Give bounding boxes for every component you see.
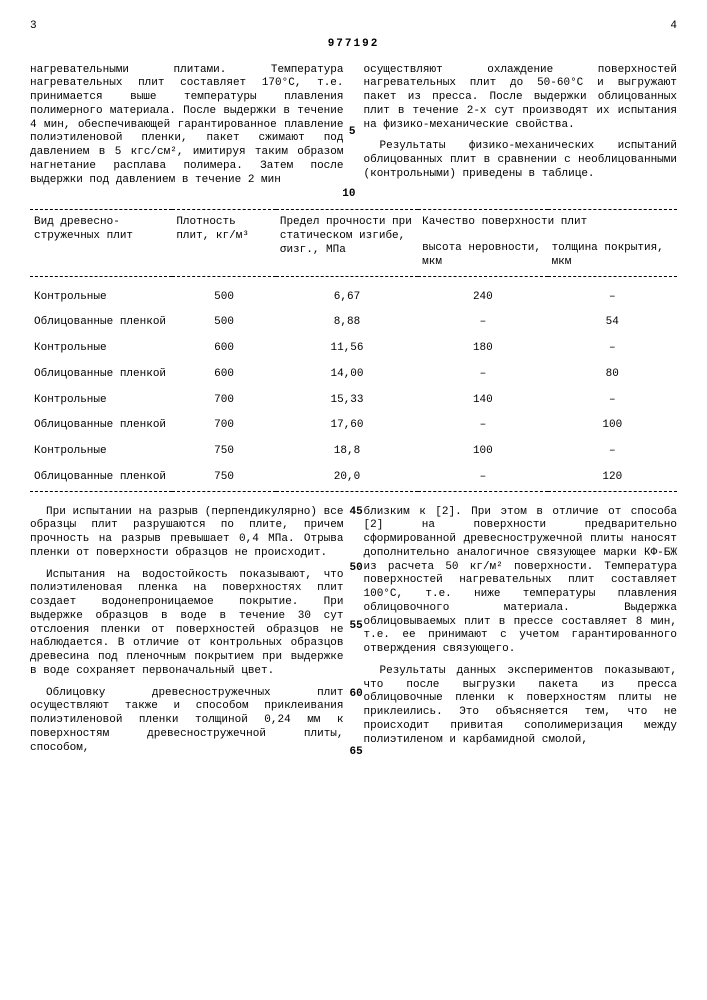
line-mark-55: 55 [350,620,363,634]
line-mark-10: 10 [342,188,355,202]
table-row: Облицованные пленкой75020,0–120 [30,465,677,491]
cell-roughness: 100 [418,439,547,465]
line-mark-5: 5 [349,126,356,140]
cell-density: 700 [172,388,276,414]
cell-density: 600 [172,336,276,362]
table-row: Контрольные60011,56180– [30,336,677,362]
cell-strength: 18,8 [276,439,418,465]
line-mark-50: 50 [350,562,363,576]
table-row: Контрольные5006,67240– [30,276,677,310]
page-right: 4 [670,20,677,34]
upper-left-text: нагревательными плитами. Температура наг… [30,64,344,188]
th-density: Плотность плит, кг/м³ [172,210,276,276]
cell-strength: 8,88 [276,310,418,336]
cell-strength: 11,56 [276,336,418,362]
line-mark-60: 60 [350,688,363,702]
cell-type: Облицованные пленкой [30,413,172,439]
cell-type: Облицованные пленкой [30,310,172,336]
lower-left-col: При испытании на разрыв (перпендикулярно… [30,506,344,764]
line-mark-65: 65 [350,746,363,760]
th-roughness: высота неровности, мкм [418,236,547,276]
cell-roughness: 180 [418,336,547,362]
table-row: Облицованные пленкой70017,60–100 [30,413,677,439]
line-mark-45: 45 [350,506,363,520]
th-quality: Качество поверхности плит [418,210,677,236]
table-row: Контрольные70015,33140– [30,388,677,414]
table-row: Облицованные пленкой5008,88–54 [30,310,677,336]
cell-strength: 6,67 [276,276,418,310]
upper-right-col: осуществляют охлаждение поверхностей наг… [364,64,678,196]
cell-density: 700 [172,413,276,439]
table-body: Контрольные5006,67240–Облицованные пленк… [30,276,677,491]
lower-columns: При испытании на разрыв (перпендикулярно… [30,506,677,764]
cell-type: Контрольные [30,439,172,465]
cell-roughness: – [418,310,547,336]
cell-thickness: – [548,388,677,414]
cell-strength: 17,60 [276,413,418,439]
page-left: 3 [30,20,37,34]
cell-thickness: 54 [548,310,677,336]
lower-left-p3: Облицовку древесностружечных плит осущес… [30,687,344,756]
th-strength: Предел прочности при статическом изгибе,… [276,210,418,276]
cell-thickness: 120 [548,465,677,491]
cell-density: 500 [172,310,276,336]
cell-strength: 15,33 [276,388,418,414]
upper-right-p1: осуществляют охлаждение поверхностей наг… [364,64,678,133]
cell-density: 750 [172,439,276,465]
cell-type: Облицованные пленкой [30,362,172,388]
cell-roughness: – [418,362,547,388]
cell-thickness: – [548,336,677,362]
table-row: Облицованные пленкой60014,00–80 [30,362,677,388]
cell-strength: 20,0 [276,465,418,491]
cell-density: 750 [172,465,276,491]
cell-roughness: 240 [418,276,547,310]
table-row: Контрольные75018,8100– [30,439,677,465]
cell-roughness: 140 [418,388,547,414]
upper-columns: нагревательными плитами. Температура наг… [30,64,677,196]
cell-roughness: – [418,465,547,491]
data-table: Вид древесно-стружечных плит Плотность п… [30,209,677,491]
cell-density: 500 [172,276,276,310]
page-header: 3 4 [30,20,677,34]
cell-thickness: – [548,439,677,465]
lower-right-col: 45 50 55 60 65 близким к [2]. При этом в… [364,506,678,764]
upper-left-col: нагревательными плитами. Температура наг… [30,64,344,196]
cell-density: 600 [172,362,276,388]
lower-right-p2: Результаты данных экспериментов показыва… [364,665,678,748]
th-thickness: толщина покрытия, мкм [548,236,677,276]
cell-thickness: 80 [548,362,677,388]
cell-type: Облицованные пленкой [30,465,172,491]
th-type: Вид древесно-стружечных плит [30,210,172,276]
lower-left-p1: При испытании на разрыв (перпендикулярно… [30,506,344,561]
lower-right-p1: близким к [2]. При этом в отличие от спо… [364,506,678,657]
upper-right-p2: Результаты физико-механических испытаний… [364,140,678,181]
lower-left-p2: Испытания на водостойкость показывают, ч… [30,569,344,679]
cell-strength: 14,00 [276,362,418,388]
cell-type: Контрольные [30,388,172,414]
document-number: 977192 [30,38,677,52]
cell-thickness: – [548,276,677,310]
cell-type: Контрольные [30,336,172,362]
cell-type: Контрольные [30,276,172,310]
cell-roughness: – [418,413,547,439]
cell-thickness: 100 [548,413,677,439]
